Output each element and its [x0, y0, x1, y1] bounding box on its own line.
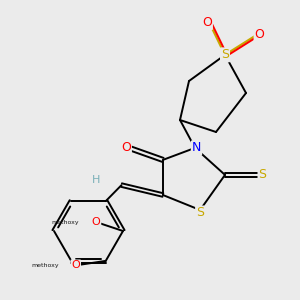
- Text: O: O: [202, 16, 212, 29]
- Text: methoxy: methoxy: [32, 263, 59, 268]
- Text: N: N: [192, 141, 201, 154]
- Text: O: O: [92, 217, 100, 227]
- Text: H: H: [92, 175, 100, 185]
- Text: methoxy: methoxy: [52, 220, 80, 224]
- Text: S: S: [196, 206, 204, 220]
- Text: S: S: [221, 48, 229, 62]
- Text: O: O: [255, 28, 264, 41]
- Text: S: S: [259, 168, 266, 182]
- Text: O: O: [71, 260, 80, 270]
- Text: O: O: [121, 141, 131, 154]
